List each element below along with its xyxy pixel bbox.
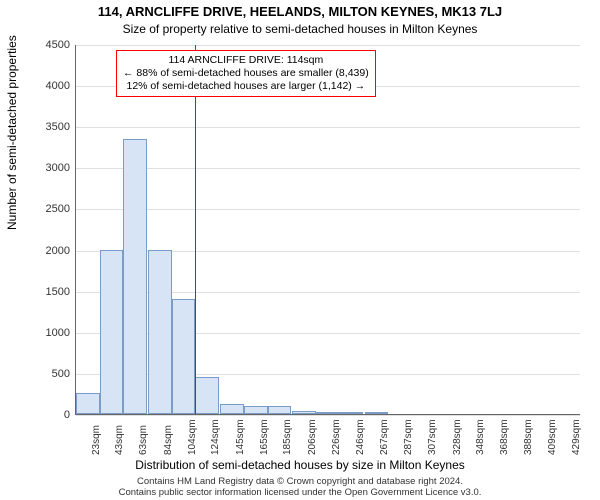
histogram-bar — [340, 412, 364, 414]
histogram-bar — [292, 411, 316, 414]
x-tick-label: 206sqm — [307, 419, 318, 455]
x-tick-label: 246sqm — [355, 419, 366, 455]
histogram-bar — [244, 406, 268, 414]
x-tick-label: 185sqm — [282, 419, 293, 455]
histogram-bar — [100, 250, 124, 414]
credits: Contains HM Land Registry data © Crown c… — [0, 477, 600, 499]
x-tick-label: 84sqm — [163, 425, 174, 455]
y-axis-label: Number of semi-detached properties — [5, 35, 19, 230]
x-tick-label: 226sqm — [331, 419, 342, 455]
histogram-bar — [316, 412, 340, 414]
y-tick-label: 3500 — [46, 121, 70, 133]
histogram-bar — [195, 377, 219, 414]
x-tick-label: 267sqm — [379, 419, 390, 455]
x-tick-label: 388sqm — [523, 419, 534, 455]
x-tick-label: 287sqm — [403, 419, 414, 455]
histogram-bar — [220, 404, 244, 414]
gridline-h — [76, 127, 580, 128]
chart-title: 114, ARNCLIFFE DRIVE, HEELANDS, MILTON K… — [0, 4, 600, 19]
y-tick-label: 4500 — [46, 39, 70, 51]
y-tick-label: 1500 — [46, 286, 70, 298]
chart-subtitle: Size of property relative to semi-detach… — [0, 22, 600, 36]
x-tick-label: 368sqm — [499, 419, 510, 455]
gridline-h — [76, 45, 580, 46]
x-tick-label: 165sqm — [259, 419, 270, 455]
histogram-bar — [123, 139, 147, 414]
y-tick-label: 0 — [64, 409, 70, 421]
annotation-line: 12% of semi-detached houses are larger (… — [123, 80, 369, 93]
plot-area — [75, 45, 580, 415]
gridline-h — [76, 209, 580, 210]
gridline-h — [76, 415, 580, 416]
reference-line — [195, 45, 196, 414]
x-tick-label: 409sqm — [547, 419, 558, 455]
x-axis-label: Distribution of semi-detached houses by … — [0, 458, 600, 472]
x-tick-label: 328sqm — [452, 419, 463, 455]
y-tick-label: 3000 — [46, 162, 70, 174]
histogram-bar — [172, 299, 196, 414]
x-tick-label: 307sqm — [427, 419, 438, 455]
x-tick-label: 145sqm — [235, 419, 246, 455]
annotation-box: 114 ARNCLIFFE DRIVE: 114sqm← 88% of semi… — [116, 50, 376, 97]
y-tick-label: 2000 — [46, 245, 70, 257]
x-tick-label: 348sqm — [475, 419, 486, 455]
y-tick-label: 4000 — [46, 80, 70, 92]
y-tick-label: 500 — [52, 368, 70, 380]
x-tick-label: 23sqm — [91, 425, 102, 455]
histogram-bar — [148, 250, 172, 414]
y-tick-label: 1000 — [46, 327, 70, 339]
y-tick-label: 2500 — [46, 203, 70, 215]
x-tick-label: 63sqm — [138, 425, 149, 455]
histogram-bar — [76, 393, 100, 414]
gridline-h — [76, 168, 580, 169]
x-tick-label: 429sqm — [571, 419, 582, 455]
x-tick-label: 124sqm — [210, 419, 221, 455]
x-tick-label: 104sqm — [187, 419, 198, 455]
histogram-bar — [365, 412, 389, 414]
annotation-line: ← 88% of semi-detached houses are smalle… — [123, 67, 369, 80]
x-tick-label: 43sqm — [114, 425, 125, 455]
credits-line-1: Contains HM Land Registry data © Crown c… — [137, 476, 463, 487]
annotation-line: 114 ARNCLIFFE DRIVE: 114sqm — [123, 54, 369, 67]
histogram-bar — [268, 406, 292, 414]
credits-line-2: Contains public sector information licen… — [119, 487, 482, 498]
